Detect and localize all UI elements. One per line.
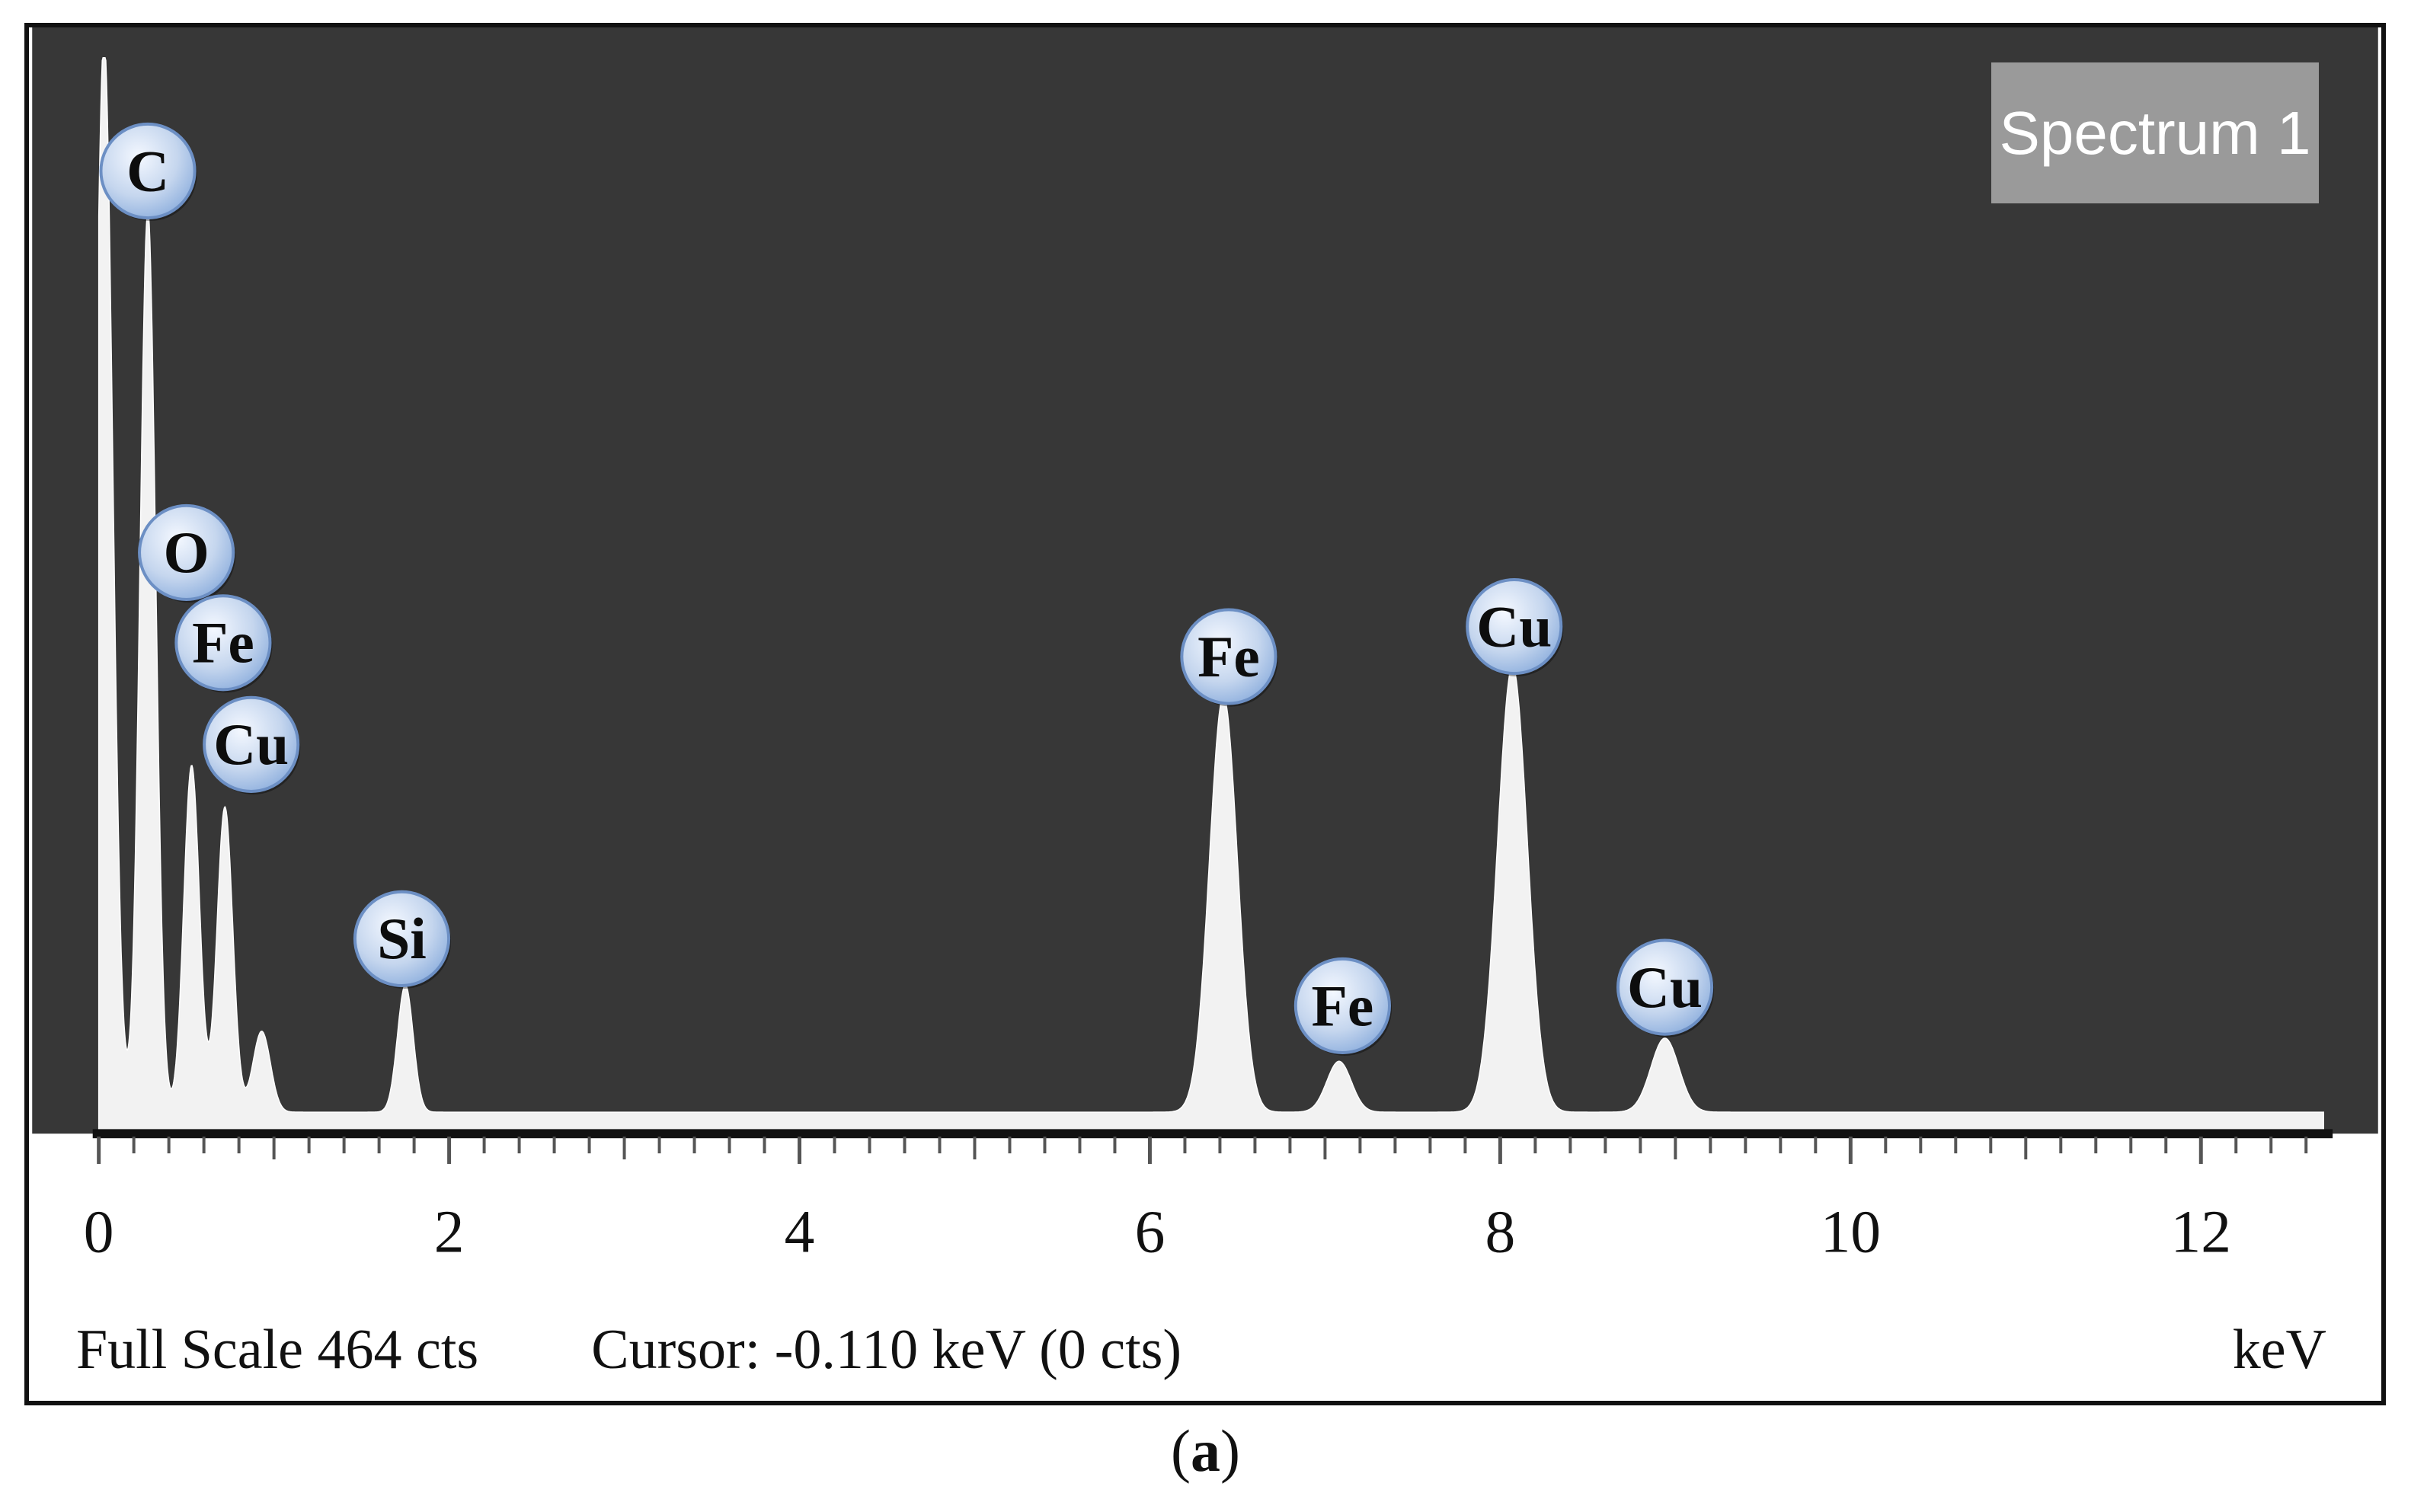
element-label-si: Si <box>377 906 427 971</box>
full-scale-text: Full Scale 464 cts <box>76 1319 479 1381</box>
status-line: Full Scale 464 cts Cursor: -0.110 keV (0… <box>76 1318 1182 1383</box>
spectrum-label-badge: Spectrum 1 <box>1991 62 2319 203</box>
spectrum-plot: 0 2 4 6 8 10 12 C O Fe Cu Si Fe Fe Cu Cu <box>32 27 2378 1265</box>
panel-letter: a <box>1191 1418 1220 1484</box>
element-label-bubble <box>203 695 300 793</box>
x-tick-label: 2 <box>434 1198 465 1265</box>
x-tick-label: 4 <box>785 1198 815 1265</box>
element-label-fe: Fe <box>1312 973 1374 1038</box>
x-tick-label: 12 <box>2171 1198 2231 1265</box>
x-tick-label: 6 <box>1135 1198 1166 1265</box>
element-label-fe: Fe <box>1198 624 1260 689</box>
element-label-bubble <box>353 890 451 987</box>
x-tick-label: 8 <box>1485 1198 1516 1265</box>
panel-caption: (a) <box>1171 1418 1240 1484</box>
element-label-o: O <box>164 519 209 585</box>
chart-frame: 0 2 4 6 8 10 12 C O Fe Cu Si Fe Fe Cu Cu Spectrum 1 Ful… <box>24 23 2386 1405</box>
element-label-bubble <box>1616 938 1714 1036</box>
x-unit-label: keV <box>2232 1319 2326 1381</box>
x-tick-label: 0 <box>84 1198 114 1265</box>
element-label-c: C <box>126 138 169 203</box>
element-label-bubble <box>138 503 235 601</box>
element-label-bubble <box>174 594 272 692</box>
element-label-fe: Fe <box>192 610 254 676</box>
x-tick-label: 10 <box>1821 1198 1881 1265</box>
cursor-readout: Cursor: -0.110 keV (0 cts) <box>591 1319 1182 1381</box>
element-label-bubble <box>99 122 197 220</box>
element-label-cu: Cu <box>213 711 289 777</box>
element-label-bubble <box>1466 577 1563 676</box>
element-label-cu: Cu <box>1476 593 1552 659</box>
element-label-cu: Cu <box>1627 954 1703 1020</box>
spectrum-area <box>98 56 2324 1132</box>
element-label-bubble <box>1293 957 1391 1055</box>
element-label-bubble <box>1180 608 1277 705</box>
